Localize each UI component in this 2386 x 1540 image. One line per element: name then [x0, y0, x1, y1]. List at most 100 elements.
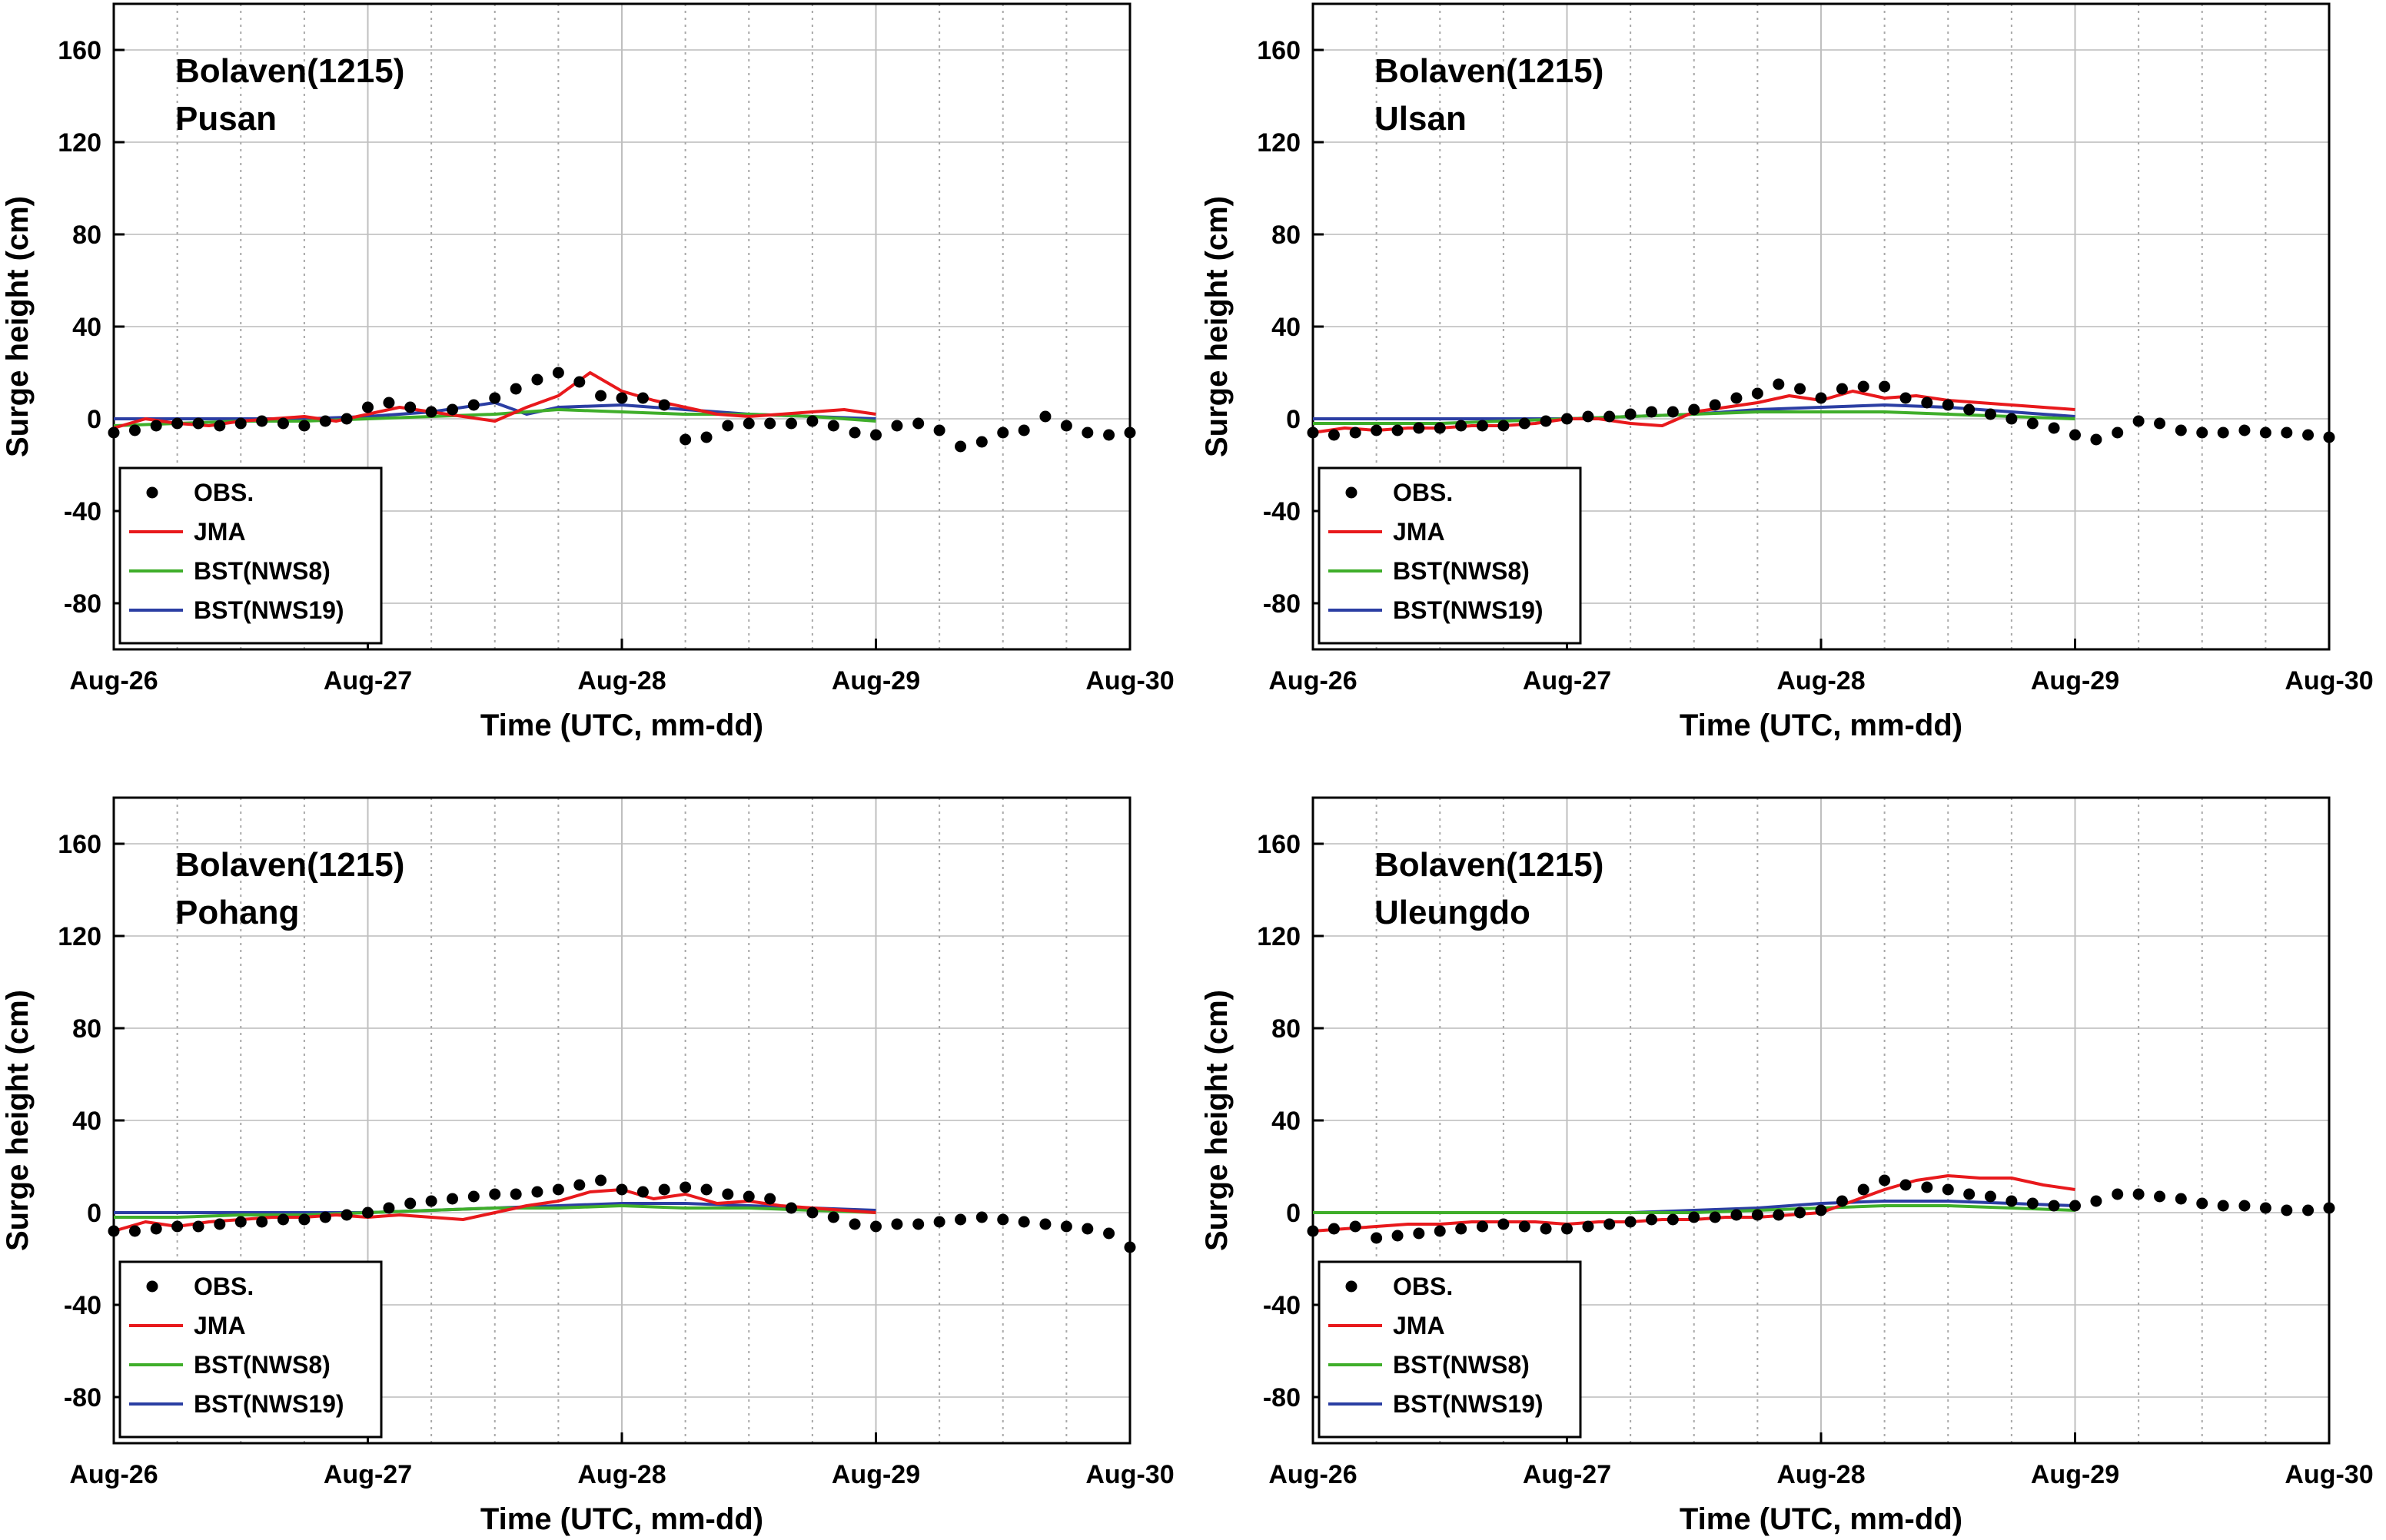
obs-point: [1455, 420, 1467, 432]
obs-point: [975, 1211, 988, 1223]
obs-point: [1371, 424, 1383, 436]
obs-point: [1815, 1204, 1827, 1216]
legend-label: BST(NWS19): [194, 596, 344, 624]
legend: OBS. JMA BST(NWS8) BST(NWS19): [1318, 466, 1582, 645]
obs-point: [2090, 1195, 2102, 1207]
legend-label: BST(NWS19): [1393, 596, 1544, 624]
obs-point: [531, 373, 543, 386]
y-tick-label: 120: [1257, 922, 1301, 951]
obs-point: [1371, 1232, 1383, 1244]
obs-point: [192, 417, 204, 430]
obs-point: [1667, 406, 1679, 418]
obs-point: [1103, 429, 1115, 441]
obs-point: [1899, 392, 1912, 404]
legend: OBS. JMA BST(NWS8) BST(NWS19): [118, 466, 383, 645]
legend-box: [118, 1260, 383, 1439]
obs-point: [319, 415, 331, 427]
legend-label: BST(NWS19): [194, 1390, 344, 1418]
obs-point: [2259, 1202, 2271, 1214]
x-tick-label: Aug-26: [1268, 666, 1357, 695]
station-name: Ulsan: [1374, 100, 1467, 138]
obs-point: [616, 392, 628, 404]
obs-point: [997, 1213, 1009, 1226]
y-tick-label: -80: [1263, 589, 1301, 619]
obs-point: [997, 426, 1009, 439]
y-axis-label: Surge height (cm): [1200, 196, 1234, 457]
obs-point: [1603, 410, 1616, 423]
obs-point: [2302, 429, 2315, 441]
obs-point: [510, 383, 522, 395]
obs-point: [1921, 397, 1933, 409]
obs-point: [2026, 1197, 2039, 1210]
obs-point: [933, 424, 945, 436]
legend-label: JMA: [194, 1312, 246, 1339]
obs-point: [827, 1211, 839, 1223]
x-tick-label: Aug-26: [69, 666, 158, 695]
x-tick-label: Aug-29: [832, 1460, 920, 1489]
legend-label: OBS.: [1393, 479, 1453, 506]
obs-point: [1709, 399, 1721, 411]
y-tick-label: 40: [1271, 313, 1301, 342]
obs-point: [214, 420, 226, 432]
obs-point: [298, 1213, 311, 1226]
y-tick-label: 40: [72, 313, 101, 342]
legend-marker-obs: [1345, 1280, 1357, 1293]
obs-point: [2006, 1195, 2018, 1207]
legend-label: JMA: [1393, 518, 1445, 546]
legend-label: JMA: [194, 518, 246, 546]
obs-point: [1815, 392, 1827, 404]
obs-point: [870, 429, 882, 441]
obs-point: [764, 1193, 776, 1205]
obs-point: [1942, 399, 1954, 411]
obs-point: [933, 1216, 945, 1228]
obs-point: [1124, 426, 1136, 439]
y-tick-label: 160: [58, 830, 101, 859]
y-tick-label: -40: [64, 497, 101, 526]
y-tick-label: 120: [58, 922, 101, 951]
obs-point: [680, 433, 692, 446]
obs-point: [1709, 1211, 1721, 1223]
obs-point: [2217, 426, 2229, 439]
obs-point: [1307, 426, 1319, 439]
obs-point: [1060, 420, 1072, 432]
y-tick-label: 0: [87, 405, 101, 434]
obs-point: [700, 1183, 713, 1196]
station-name: Uleungdo: [1374, 894, 1530, 931]
obs-point: [1413, 1227, 1425, 1240]
x-tick-label: Aug-28: [577, 666, 666, 695]
obs-point: [849, 426, 861, 439]
obs-point: [912, 1218, 925, 1230]
y-axis-label: Surge height (cm): [1, 196, 35, 457]
y-tick-label: 160: [1257, 36, 1301, 65]
obs-point: [2196, 1197, 2208, 1210]
x-tick-label: Aug-27: [1523, 1460, 1611, 1489]
panel-title: Bolaven(1215): [1374, 846, 1603, 884]
legend-box: [1318, 1260, 1582, 1439]
x-tick-label: Aug-27: [324, 666, 412, 695]
y-tick-label: -40: [1263, 497, 1301, 526]
obs-point: [1794, 383, 1806, 395]
panel-title: Bolaven(1215): [175, 52, 404, 90]
obs-point: [2090, 433, 2102, 446]
obs-point: [722, 420, 734, 432]
obs-point: [2112, 1188, 2124, 1200]
obs-point: [1540, 1223, 1552, 1235]
obs-point: [2048, 1200, 2060, 1212]
obs-point: [277, 417, 289, 430]
obs-point: [1328, 429, 1340, 441]
x-tick-label: Aug-30: [1085, 666, 1174, 695]
obs-point: [785, 417, 797, 430]
obs-point: [636, 392, 649, 404]
panel-pusan: 160 120 80 40 0 -40 -80 Aug-26 Aug-27 Aug-28 Aug-2…: [1, 2, 1175, 742]
obs-point: [616, 1183, 628, 1196]
obs-point: [1730, 392, 1743, 404]
obs-point: [1942, 1183, 1954, 1196]
x-tick-label: Aug-30: [2285, 666, 2373, 695]
obs-point: [108, 426, 120, 439]
obs-point: [1751, 387, 1763, 400]
obs-point: [2281, 1204, 2293, 1216]
x-tick-label: Aug-29: [2031, 666, 2119, 695]
legend-label: BST(NWS8): [1393, 1351, 1530, 1379]
legend-label: BST(NWS8): [194, 1351, 331, 1379]
x-axis-label: Time (UTC, mm-dd): [480, 1502, 763, 1536]
